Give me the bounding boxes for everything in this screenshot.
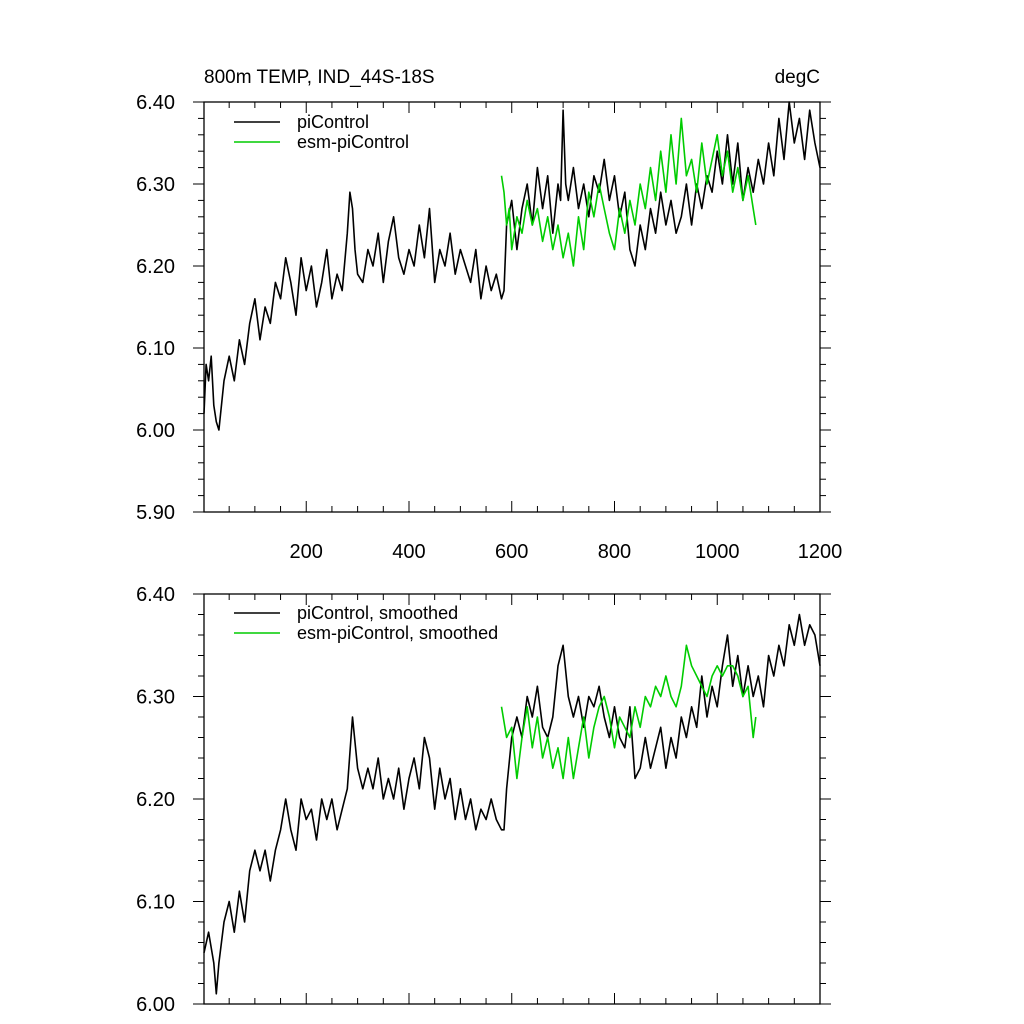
series-line-picontrol-smoothed bbox=[203, 613, 821, 995]
x-tick-label: 600 bbox=[495, 541, 528, 563]
series-line-esm-picontrol bbox=[500, 117, 757, 267]
x-tick-label: 400 bbox=[392, 541, 425, 563]
y-tick-label: 6.00 bbox=[136, 994, 175, 1016]
top-panel: 200 400 600 800 1000 1200 5.90 6.00 6.10 6.20 6.30… bbox=[136, 92, 842, 563]
plot-frame bbox=[203, 593, 821, 1005]
x-axis-ticks bbox=[228, 102, 821, 512]
legend-label: esm-piControl, smoothed bbox=[297, 623, 498, 643]
legend-label: esm-piControl bbox=[297, 132, 409, 152]
legend-label: piControl bbox=[297, 112, 369, 132]
y-tick-label: 6.00 bbox=[136, 420, 175, 442]
series-line-picontrol bbox=[203, 101, 821, 431]
y-tick-label: 6.10 bbox=[136, 892, 175, 914]
units-label: degC bbox=[775, 67, 820, 88]
y-tick-label: 6.20 bbox=[136, 789, 175, 811]
x-tick-label: 1000 bbox=[695, 541, 740, 563]
bottom-panel: 6.00 6.10 6.20 6.30 6.40 piControl, smoothede… bbox=[136, 584, 831, 1016]
y-tick-label: 6.40 bbox=[136, 92, 175, 114]
x-tick-label: 800 bbox=[598, 541, 631, 563]
y-tick-label: 6.30 bbox=[136, 687, 175, 709]
x-tick-label: 200 bbox=[290, 541, 323, 563]
y-axis-ticks bbox=[193, 593, 831, 1005]
chart-title: 800m TEMP, IND_44S-18S bbox=[204, 67, 435, 88]
y-tick-label: 6.20 bbox=[136, 256, 175, 278]
y-tick-label: 6.10 bbox=[136, 338, 175, 360]
y-axis-ticks bbox=[193, 101, 831, 513]
y-tick-label: 6.40 bbox=[136, 584, 175, 606]
legend-label: piControl, smoothed bbox=[297, 603, 458, 623]
y-tick-label: 6.30 bbox=[136, 174, 175, 196]
x-axis-ticks bbox=[228, 594, 821, 1004]
x-tick-label: 1200 bbox=[798, 541, 843, 563]
y-tick-label: 5.90 bbox=[136, 502, 175, 524]
series-line-esm-picontrol-smoothed bbox=[500, 644, 757, 780]
